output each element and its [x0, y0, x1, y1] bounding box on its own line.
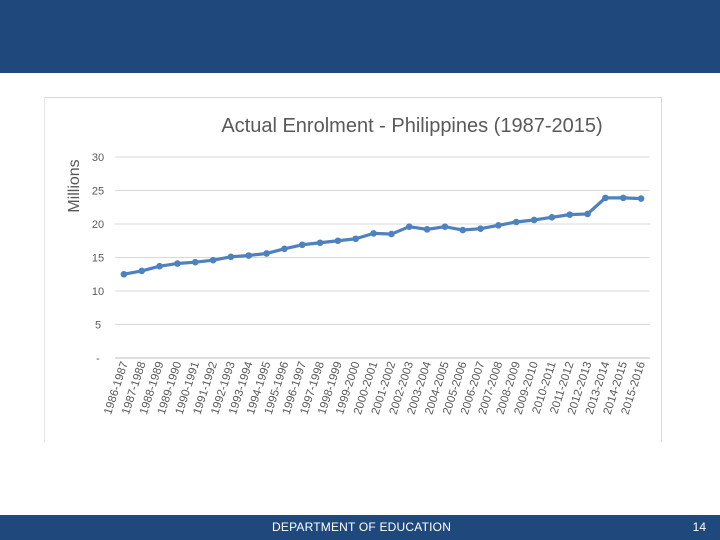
data-point [370, 230, 377, 237]
series-actual-enrolment [120, 194, 645, 278]
data-point [512, 218, 520, 226]
y-axis-label: Millions [66, 159, 83, 212]
data-point [388, 230, 395, 238]
data-point [316, 239, 324, 247]
y-tick-label: 25 [92, 186, 104, 198]
page-number: 14 [692, 520, 706, 534]
data-point [495, 222, 502, 229]
data-point [209, 256, 217, 264]
data-point [405, 223, 413, 230]
x-tick-labels: 1986-19871987-19881988-19891989-19901990… [102, 360, 648, 417]
data-point [441, 223, 449, 230]
data-point [156, 262, 163, 270]
data-point [120, 270, 128, 278]
y-tick-label: - [96, 353, 100, 365]
y-tick-labels: - 5 10 15 20 25 30 [92, 152, 104, 365]
data-point [477, 225, 484, 232]
data-point [298, 241, 306, 249]
data-point [245, 252, 253, 259]
data-point [423, 226, 431, 233]
data-point [619, 194, 627, 202]
data-point [637, 195, 645, 202]
chart-title: Actual Enrolment - Philippines (1987-201… [221, 115, 602, 137]
data-point [459, 226, 467, 234]
data-point [191, 258, 199, 266]
y-tick-label: 10 [92, 286, 104, 298]
series-line [123, 196, 642, 276]
data-point [138, 267, 146, 275]
data-point [352, 235, 360, 243]
y-tick-label: 20 [92, 219, 104, 231]
data-point [174, 260, 181, 267]
data-point [584, 210, 591, 218]
gridlines [115, 156, 650, 359]
data-point [530, 216, 538, 224]
data-point [281, 245, 288, 253]
y-tick-label: 30 [92, 152, 104, 164]
data-point [334, 237, 342, 245]
footer-text: DEPARTMENT OF EDUCATION [272, 520, 452, 534]
data-point [227, 253, 235, 261]
data-point [548, 214, 556, 221]
chart-frame [44, 97, 662, 442]
data-point [566, 211, 574, 218]
y-tick-label: 15 [92, 253, 104, 265]
footer-band: DEPARTMENT OF EDUCATION 14 [0, 515, 720, 540]
y-tick-label: 5 [95, 320, 101, 332]
data-point [263, 250, 270, 257]
data-point [602, 194, 609, 202]
header-band [0, 0, 720, 73]
